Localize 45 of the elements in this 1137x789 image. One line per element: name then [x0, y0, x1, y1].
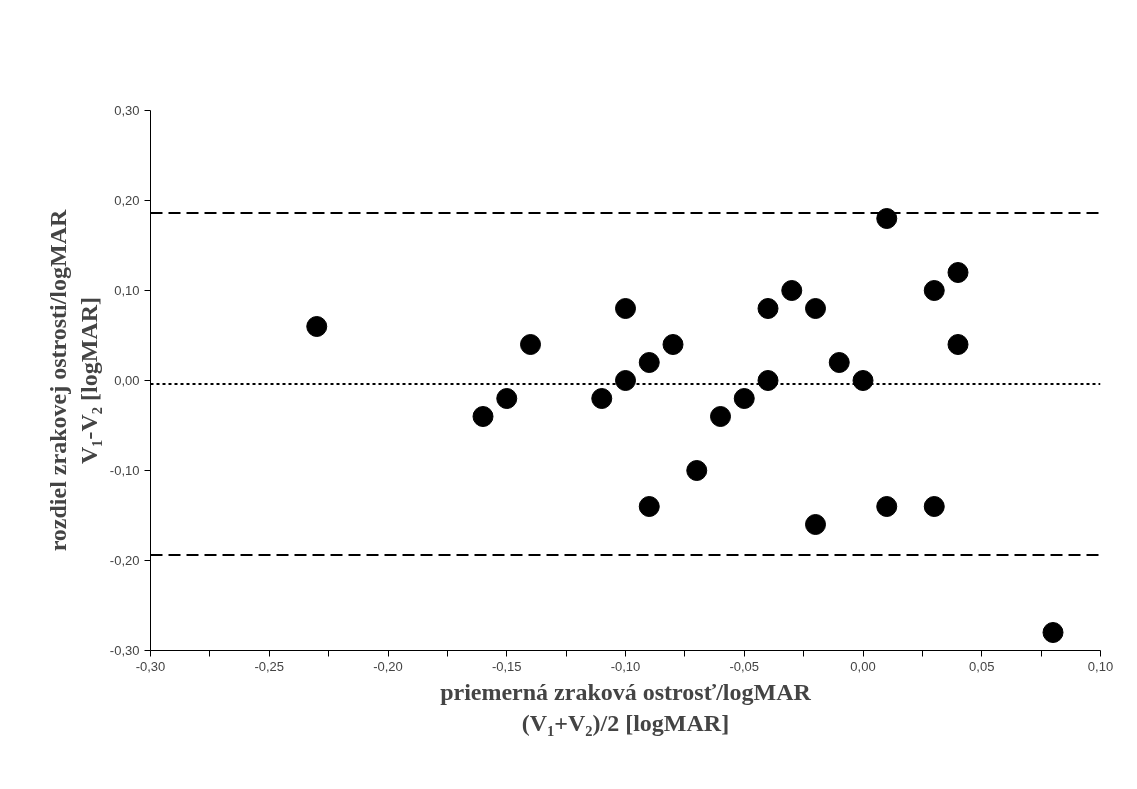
y-tick-label: 0,00	[114, 373, 140, 388]
y-tick-label: -0,10	[109, 463, 140, 478]
point	[757, 298, 779, 319]
point	[805, 298, 826, 319]
y-tick-label: 0,20	[114, 193, 140, 208]
x-tick-label: -0,10	[610, 658, 641, 674]
x-axis-title: priemerná zraková ostrosť/logMAR (V₁+V₂)/2 [logMAR]	[440, 678, 812, 736]
point	[638, 496, 660, 517]
point	[805, 514, 826, 535]
point	[757, 370, 779, 391]
point	[876, 208, 898, 229]
point	[852, 370, 874, 391]
point	[686, 460, 708, 481]
point	[923, 496, 945, 517]
point	[615, 298, 636, 319]
point	[710, 406, 731, 427]
y-tick-label: -0,20	[109, 553, 140, 568]
point	[947, 334, 969, 355]
point	[947, 262, 969, 283]
y-tick-label: -0,30	[109, 643, 140, 658]
point	[1042, 622, 1064, 643]
point	[638, 352, 660, 373]
x-tick-label: -0,15	[491, 658, 522, 674]
x-tick-label: 0,10	[1087, 658, 1114, 674]
y-axis-title: rozdiel zrakovej ostrosti/logMAR V₁-V₂ [logMAR]	[44, 208, 102, 552]
point	[662, 334, 684, 355]
point	[923, 280, 945, 301]
point	[733, 388, 755, 409]
x-tick-label: 0,05	[969, 658, 995, 674]
x-tick-label: -0,20	[373, 658, 403, 674]
point	[828, 352, 850, 373]
x-tick-label: -0,30	[135, 658, 166, 674]
point	[591, 388, 613, 409]
point	[306, 316, 328, 337]
point	[472, 406, 494, 427]
point	[781, 280, 803, 301]
x-tick-label: -0,25	[254, 658, 285, 674]
point	[496, 388, 518, 409]
x-tick-label: 0,00	[850, 658, 876, 674]
y-tick-label: 0,30	[114, 103, 140, 118]
y-tick-label: 0,10	[114, 283, 140, 298]
point	[876, 496, 898, 517]
x-tick-label: -0,05	[729, 658, 760, 674]
point	[615, 370, 636, 391]
point	[520, 334, 541, 355]
